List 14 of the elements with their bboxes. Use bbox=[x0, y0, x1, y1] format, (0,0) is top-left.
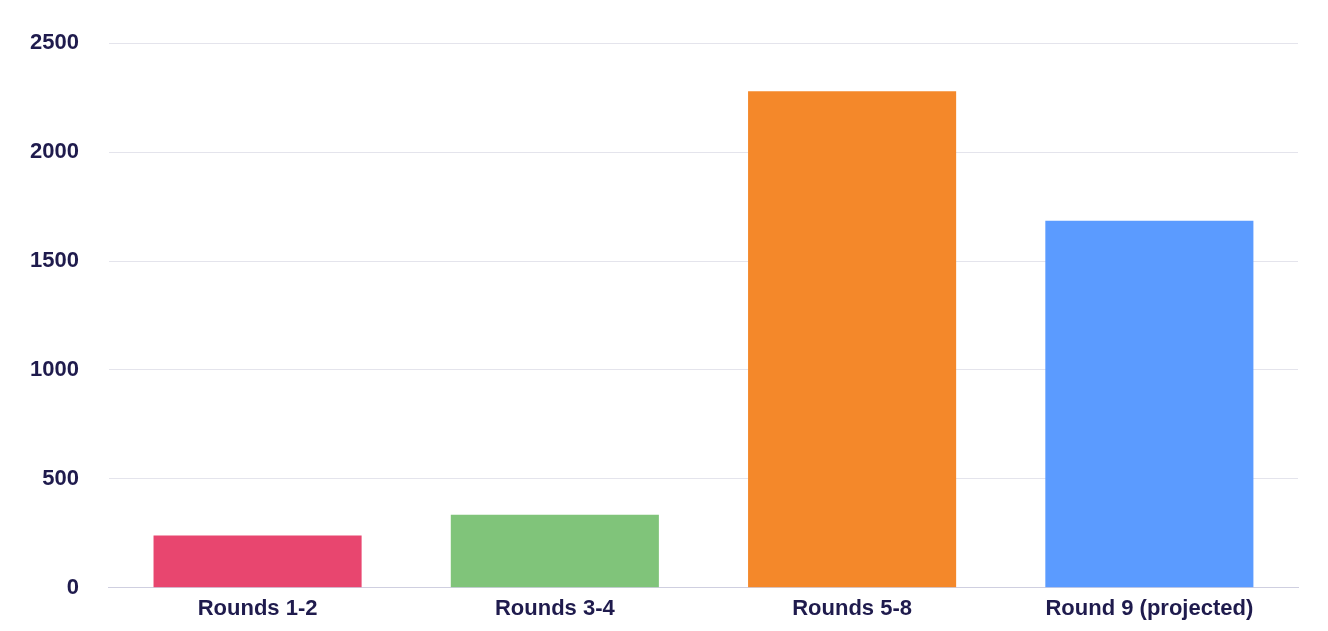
x-tick-label: Rounds 3-4 bbox=[494, 595, 616, 621]
bar bbox=[153, 535, 362, 588]
y-tick-label: 500 bbox=[42, 464, 79, 490]
y-tick-label: 2500 bbox=[29, 29, 79, 55]
y-tick-label: 1000 bbox=[29, 356, 79, 382]
bar bbox=[1045, 220, 1254, 588]
x-tick-label: Rounds 1-2 bbox=[197, 595, 318, 621]
x-tick-label: Round 9 (projected) bbox=[1045, 595, 1254, 621]
y-tick-label: 0 bbox=[66, 573, 79, 599]
y-tick-label: 1500 bbox=[29, 247, 79, 273]
bar bbox=[450, 514, 659, 588]
bar bbox=[748, 91, 957, 588]
x-tick-label: Rounds 5-8 bbox=[792, 595, 912, 621]
y-tick-label: 2000 bbox=[29, 138, 79, 164]
